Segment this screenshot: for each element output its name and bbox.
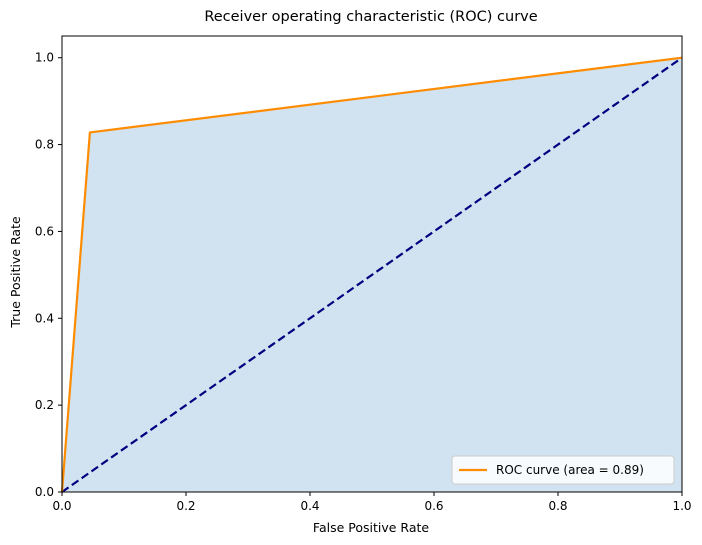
x-tick-label: 0.4: [300, 499, 319, 513]
x-tick-label: 0.8: [548, 499, 567, 513]
x-tick-label: 0.0: [52, 499, 71, 513]
y-axis-label: True Positive Rate: [8, 216, 23, 329]
axes-frame: [61, 35, 683, 493]
x-tick-label: 1.0: [672, 499, 691, 513]
x-tick-label: 0.6: [424, 499, 443, 513]
y-tick-label: 0.8: [35, 138, 54, 152]
plot-area: [60, 56, 683, 493]
chart-title: Receiver operating characteristic (ROC) …: [204, 9, 537, 25]
legend-box: [451, 455, 675, 485]
legend-label-roc: ROC curve (area = 0.89): [496, 463, 644, 477]
y-axis-ticks: 0.0 0.2 0.4 0.6 0.8 1.0: [35, 51, 62, 499]
x-tick-label: 0.2: [176, 499, 195, 513]
y-tick-label: 0.2: [35, 398, 54, 412]
y-tick-label: 1.0: [35, 51, 54, 65]
y-tick-label: 0.0: [35, 485, 54, 499]
roc-curve-line: [60, 56, 683, 493]
y-tick-label: 0.6: [35, 224, 54, 238]
y-tick-label: 0.4: [35, 311, 54, 325]
x-axis-ticks: 0.0 0.2 0.4 0.6 0.8 1.0: [52, 492, 692, 513]
legend: ROC curve (area = 0.89): [451, 455, 675, 485]
x-axis-label: False Positive Rate: [313, 520, 429, 535]
diagonal-reference-line: [61, 56, 683, 493]
